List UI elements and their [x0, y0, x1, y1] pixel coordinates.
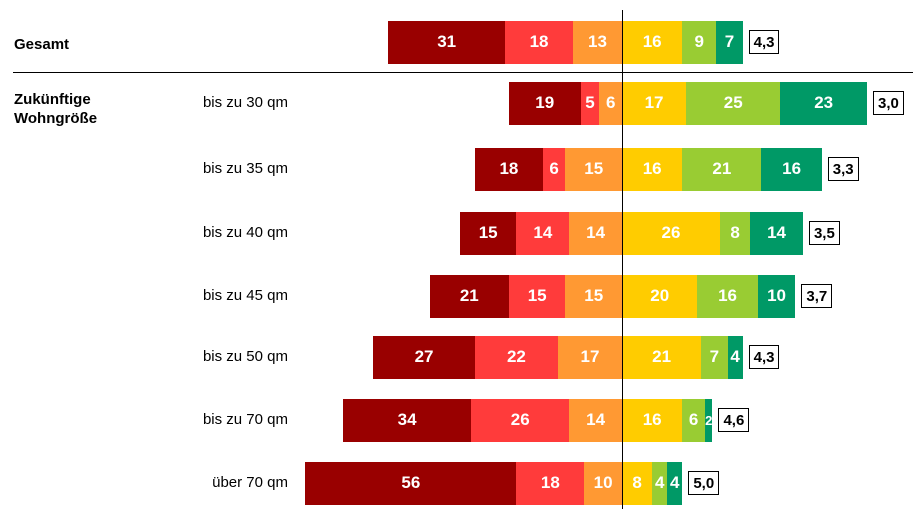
bar-segment-positive: 9: [682, 20, 717, 64]
bar-segment-negative: 18: [516, 461, 585, 505]
row-label: bis zu 35 qm: [202, 160, 288, 177]
bar-segment-slightly-negative: 6: [599, 81, 622, 125]
bar-segment-slightly-negative: 14: [569, 398, 622, 442]
bar-segment-very-negative: 18: [474, 147, 543, 191]
bar-segment-very-positive: 4: [667, 461, 683, 505]
bar-segment-slightly-negative: 17: [557, 335, 622, 379]
bar-segment-very-negative: 15: [459, 211, 517, 255]
mean-value-box: 3,0: [873, 91, 904, 115]
bar-segment-slightly-positive: 21: [622, 335, 702, 379]
mean-value-box: 3,5: [808, 221, 840, 245]
bar-segment-slightly-positive: 16: [622, 20, 683, 64]
group-divider: [13, 72, 913, 73]
mean-value-box: 4,3: [748, 30, 780, 54]
group-title-gesamt: Gesamt: [14, 36, 70, 53]
bar-segment-negative: 22: [474, 335, 558, 379]
bar-segment-very-negative: 34: [343, 398, 472, 442]
bar-segment-slightly-positive: 8: [622, 461, 653, 505]
bar-segment-very-positive: 10: [757, 274, 796, 318]
bar-segment-positive: 7: [701, 335, 728, 379]
bar-segment-very-negative: 56: [305, 461, 517, 505]
bar-segment-negative: 18: [505, 20, 573, 64]
bar-segment-positive: 21: [682, 147, 762, 191]
bar-segment-slightly-positive: 16: [622, 147, 683, 191]
mean-value-box: 4,6: [718, 408, 750, 432]
bar-segment-positive: 6: [682, 398, 705, 442]
bar-segment-very-positive: 2: [704, 398, 713, 442]
bar-segment-very-negative: 31: [388, 20, 506, 64]
bar-segment-negative: 26: [471, 398, 570, 442]
row-label: bis zu 40 qm: [202, 224, 288, 241]
bar-segment-very-negative: 19: [508, 81, 581, 125]
bar-segment-very-negative: 27: [373, 335, 475, 379]
mean-value-box: 4,3: [748, 345, 780, 369]
group-title-wohngroesse: Zukünftige Wohngröße: [14, 91, 98, 127]
row-label: über 70 qm: [212, 474, 288, 491]
bar-segment-slightly-negative: 10: [584, 461, 622, 505]
bar-segment-slightly-positive: 16: [622, 398, 683, 442]
mean-value-box: 5,0: [688, 471, 720, 495]
bar-segment-very-positive: 7: [716, 20, 743, 64]
bar-segment-negative: 14: [516, 211, 570, 255]
bar-segment-negative: 15: [508, 274, 566, 318]
row-label: bis zu 70 qm: [202, 411, 288, 428]
row-label: bis zu 50 qm: [202, 348, 288, 365]
bar-segment-negative: 5: [580, 81, 600, 125]
bar-segment-slightly-negative: 15: [565, 147, 622, 191]
bar-segment-very-positive: 4: [727, 335, 743, 379]
bar-segment-positive: 16: [697, 274, 758, 318]
bar-segment-slightly-negative: 15: [565, 274, 622, 318]
bar-segment-negative: 6: [542, 147, 566, 191]
row-label: bis zu 30 qm: [202, 94, 288, 111]
bar-segment-slightly-negative: 13: [572, 20, 622, 64]
bar-segment-very-positive: 16: [761, 147, 822, 191]
center-axis-line: [622, 10, 623, 509]
bar-segment-slightly-positive: 26: [622, 211, 721, 255]
mean-value-box: 3,3: [827, 157, 859, 181]
bar-segment-slightly-positive: 17: [622, 81, 687, 125]
bar-segment-very-negative: 21: [429, 274, 509, 318]
bar-segment-slightly-negative: 14: [569, 211, 622, 255]
bar-segment-very-positive: 23: [780, 81, 868, 125]
mean-value-box: 3,7: [801, 284, 833, 308]
bar-segment-very-positive: 14: [750, 211, 803, 255]
bar-segment-positive: 25: [686, 81, 781, 125]
bar-segment-positive: 8: [720, 211, 751, 255]
bar-segment-positive: 4: [652, 461, 668, 505]
row-label: bis zu 45 qm: [202, 287, 288, 304]
bar-segment-slightly-positive: 20: [622, 274, 698, 318]
